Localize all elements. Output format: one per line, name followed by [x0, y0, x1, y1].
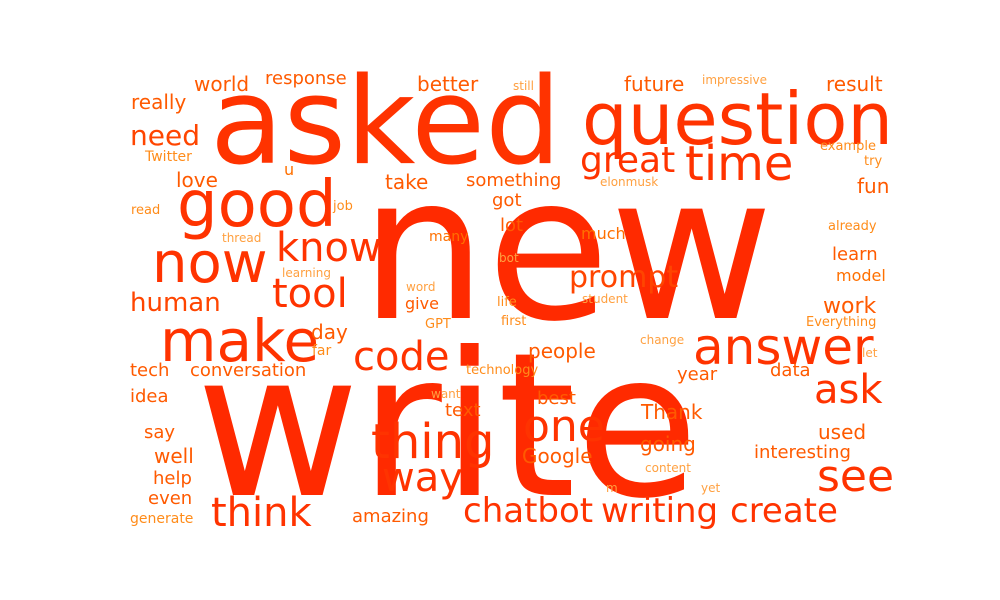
word-many: many [429, 229, 469, 245]
word-future: future [624, 72, 685, 96]
word-let: let [862, 346, 878, 360]
word-human: human [130, 288, 221, 318]
word-writing: writing [601, 491, 719, 531]
word-much: much [581, 224, 626, 243]
word-model: model [836, 266, 886, 285]
word-yet: yet [701, 481, 721, 495]
word-want: want [431, 387, 461, 401]
word-even: even [148, 488, 193, 509]
word-help: help [153, 468, 192, 489]
word-write: write [196, 310, 699, 543]
word-idea: idea [130, 386, 169, 407]
word-u: u [284, 160, 295, 179]
word-tool: tool [272, 271, 348, 317]
word-already: already [828, 219, 877, 234]
word-amazing: amazing [352, 506, 429, 527]
word-fun: fun [857, 174, 890, 198]
word-ask: ask [814, 367, 883, 413]
word-change: change [640, 333, 685, 347]
word-try: try [864, 154, 883, 169]
word-question: question [582, 77, 894, 161]
word-word: word [406, 280, 436, 294]
word-Thank: Thank [641, 400, 703, 424]
word-data: data [770, 360, 811, 381]
word-need: need [130, 119, 200, 152]
word-Twitter: Twitter [145, 149, 192, 165]
word-time: time [685, 136, 794, 192]
word-take: take [385, 170, 429, 194]
word-think: think [211, 490, 312, 536]
word-first: first [501, 314, 527, 329]
word-elonmusk: elonmusk [600, 175, 659, 189]
word-interesting: interesting [754, 442, 851, 463]
word-learning: learning [282, 266, 331, 280]
word-example: example [820, 139, 876, 154]
word-content: content [645, 461, 691, 475]
word-work: work [823, 294, 877, 319]
word-lot: lot [500, 215, 524, 236]
word-read: read [131, 203, 161, 218]
word-impressive: impressive [702, 73, 768, 87]
word-people: people [528, 339, 596, 363]
word-year: year [677, 364, 718, 385]
word-job: job [333, 199, 353, 214]
word-asked: asked [210, 53, 562, 192]
word-bot: bot [499, 251, 519, 265]
word-really: really [131, 90, 187, 114]
word-give: give [405, 294, 439, 313]
word-conversation: conversation [190, 360, 307, 381]
word-best: best [537, 388, 576, 409]
word-well: well [154, 444, 194, 468]
word-generate: generate [130, 511, 194, 527]
word-know: know [276, 225, 382, 271]
word-result: result [826, 72, 883, 96]
word-say: say [144, 422, 176, 443]
word-one: one [523, 401, 605, 452]
word-love: love [176, 168, 218, 192]
word-used: used [818, 420, 867, 444]
word-thread: thread [222, 231, 262, 245]
word-Google: Google [522, 444, 593, 468]
word-world: world [194, 72, 250, 96]
word-GPT: GPT [425, 317, 451, 332]
word-see: see [817, 451, 895, 502]
word-response: response [265, 68, 347, 89]
word-Everything: Everything [806, 315, 877, 330]
word-m: m [606, 481, 618, 495]
word-going: going [640, 432, 696, 456]
word-answer: answer [693, 318, 874, 376]
word-still: still [513, 79, 534, 93]
word-life: life [497, 295, 517, 310]
word-day: day [311, 320, 348, 344]
word-good: good [177, 168, 337, 242]
word-great: great [580, 140, 676, 181]
word-code: code [353, 334, 450, 380]
word-text: text [445, 400, 481, 421]
word-got: got [492, 190, 522, 211]
word-better: better [417, 72, 479, 96]
word-technology: technology [466, 363, 539, 378]
word-learn: learn [832, 244, 878, 265]
word-thing: thing [371, 414, 495, 470]
word-chatbot: chatbot [463, 491, 594, 531]
word-make: make [160, 307, 320, 375]
word-something: something [466, 170, 562, 191]
word-student: student [582, 292, 628, 306]
word-now: now [152, 231, 268, 296]
word-prompt: prompt [569, 260, 679, 295]
word-way: way [382, 455, 463, 501]
word-tech: tech [130, 360, 170, 381]
word-create: create [730, 491, 838, 531]
word-far: far [312, 343, 332, 359]
word-new: new [360, 133, 774, 366]
